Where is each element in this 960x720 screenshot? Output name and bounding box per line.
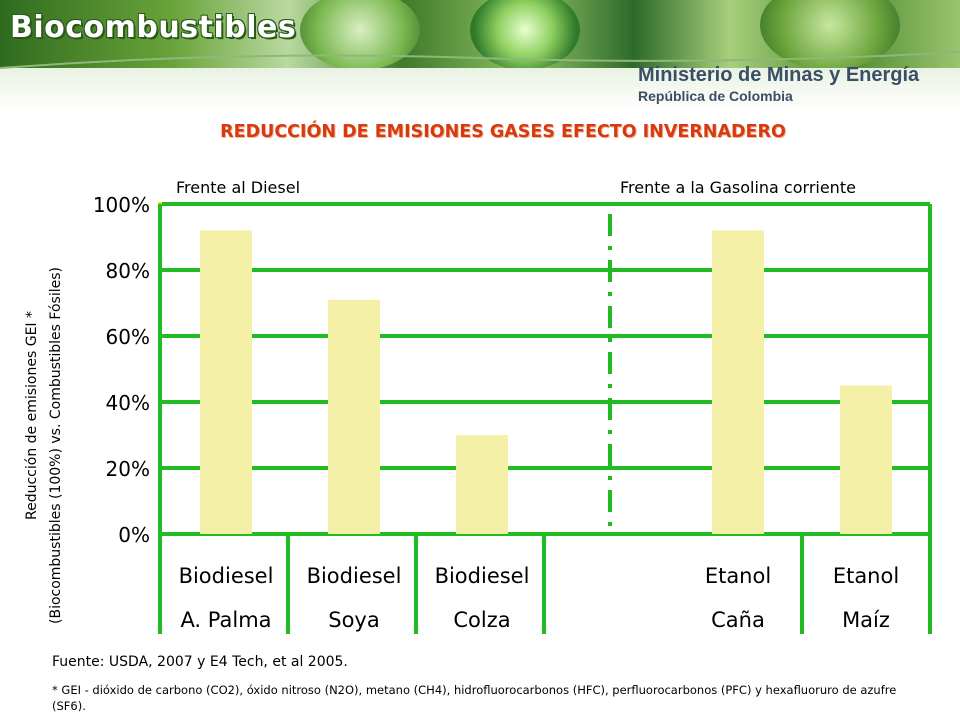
bar	[328, 299, 380, 534]
chart-title: REDUCCIÓN DE EMISIONES GASES EFECTO INVE…	[220, 122, 786, 142]
header-fade	[0, 68, 960, 112]
y-tick-label: 40%	[106, 391, 150, 415]
footnote-text: * GEI - dióxido de carbono (CO2), óxido …	[52, 683, 897, 713]
y-tick-label: 80%	[106, 259, 150, 283]
y-tick-label: 60%	[106, 325, 150, 349]
x-tick-label-line1: Biodiesel	[307, 564, 402, 588]
y-tick-label: 0%	[118, 523, 150, 547]
source-text: Fuente: USDA, 2007 y E4 Tech, et al 2005…	[52, 654, 348, 670]
x-tick-label-line1: Biodiesel	[179, 564, 274, 588]
x-tick-label-line2: Colza	[453, 608, 510, 632]
banner-curve	[0, 51, 960, 69]
x-tick-label-line1: Etanol	[833, 564, 899, 588]
x-tick-label-line2: Maíz	[842, 608, 890, 632]
banner-photo-flame	[470, 0, 580, 68]
y-tick-label: 20%	[106, 457, 150, 481]
banner-title: Biocombustibles	[10, 10, 297, 45]
x-tick-label-line2: Soya	[328, 608, 379, 632]
x-tick-label-line2: A. Palma	[180, 608, 271, 632]
y-tick-label: 100%	[93, 193, 150, 217]
bar	[712, 230, 764, 534]
bar	[200, 230, 252, 534]
group-label-gasoline: Frente a la Gasolina corriente	[620, 178, 856, 197]
x-tick-label-line2: Caña	[711, 608, 765, 632]
bar	[840, 385, 892, 534]
header-banner: Biocombustibles	[0, 0, 960, 68]
group-label-diesel: Frente al Diesel	[176, 178, 301, 197]
ministry-name: Ministerio de Minas y Energía	[638, 64, 920, 86]
x-tick-label-line1: Etanol	[705, 564, 771, 588]
x-tick-label-line1: Biodiesel	[435, 564, 530, 588]
republic-name: República de Colombia	[638, 88, 793, 104]
bar	[456, 435, 508, 534]
